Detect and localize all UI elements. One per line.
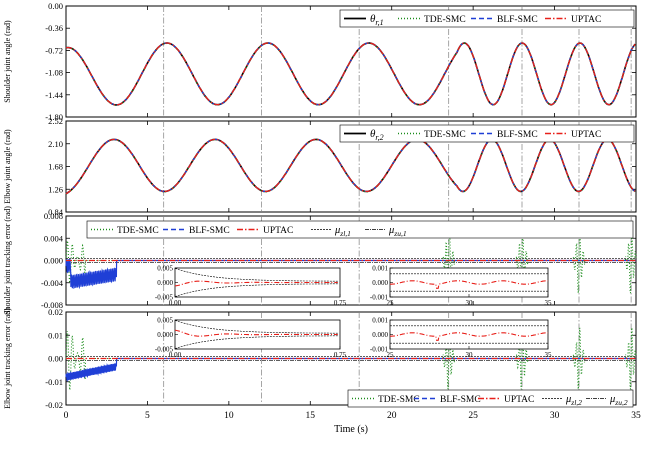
y-axis-label: Shoulder joint tracking error (rad) — [3, 206, 12, 315]
legend-label: UPTAC — [571, 130, 601, 140]
inset-x-tick-label: 35 — [545, 351, 553, 359]
legend-label: μzl,2 — [565, 394, 582, 407]
inset-y-tick-label: -0.005 — [155, 346, 174, 354]
y-tick-label: 2.10 — [48, 139, 63, 149]
legend-label: UPTAC — [504, 395, 534, 405]
inset-y-tick-label: 0.000 — [372, 279, 388, 287]
legend-label: BLF-SMC — [497, 15, 538, 25]
y-tick-label: -0.004 — [41, 278, 64, 288]
legend-label: TDE-SMC — [424, 130, 466, 140]
legend-shoulder-angle: θr,1 TDE-SMC BLF-SMC UPTAC — [339, 9, 635, 28]
legend-elbow-error: TDE-SMC BLF-SMC UPTAC μzl,2 μzu,2 — [347, 389, 634, 408]
x-tick-label: 0 — [64, 411, 69, 421]
y-tick-label: 0.008 — [44, 211, 63, 221]
inset-y-tick-label: -0.001 — [370, 294, 389, 302]
y-tick-label: -0.72 — [45, 45, 63, 55]
inset-y-tick-label: -0.005 — [155, 294, 174, 302]
inset-uptac-line — [390, 280, 548, 289]
inset-mu-upper — [174, 268, 338, 282]
inset-y-tick-label: 0.000 — [157, 331, 173, 339]
legend-frame — [86, 220, 634, 239]
inset-y-tick-label: 0.001 — [372, 265, 388, 273]
y-tick-label: 0.02 — [48, 307, 63, 317]
uptac-line — [65, 42, 636, 106]
legend-label: BLF-SMC — [440, 395, 481, 405]
inset-mu-lower — [174, 283, 338, 297]
inset-x-tick-label: 0.75 — [334, 299, 347, 307]
x-axis-label: Time (s) — [334, 424, 368, 435]
uptac-line — [65, 138, 636, 195]
legend-label: θr,2 — [370, 128, 384, 142]
y-tick-label: 0.00 — [48, 1, 63, 11]
inset-x-tick-label: 0.00 — [169, 299, 182, 307]
y-tick-label: 2.52 — [48, 116, 63, 126]
y-tick-label: 0.84 — [48, 207, 64, 217]
x-tick-label: 30 — [550, 411, 560, 421]
inset-uptac-line — [174, 329, 338, 337]
inset-y-tick-label: 0.005 — [157, 317, 173, 325]
y-tick-label: -0.02 — [45, 400, 63, 410]
y-tick-label: -1.44 — [45, 90, 63, 100]
legend-label: μzu,2 — [609, 394, 628, 407]
inset-x-tick-label: 25 — [387, 351, 395, 359]
y-tick-label: -1.80 — [45, 112, 63, 122]
y-axis-label: Shoulder joint angle (rad) — [3, 20, 12, 103]
inset-y-tick-label: 0.005 — [157, 265, 173, 273]
y-tick-label: -0.008 — [41, 300, 63, 310]
y-axis-label: Elbow joint tracking error (rad) — [3, 308, 12, 409]
x-tick-label: 20 — [387, 411, 397, 421]
y-tick-label: -0.36 — [45, 23, 63, 33]
inset-x-tick-label: 0.00 — [169, 351, 182, 359]
legend-label: μzu,1 — [388, 225, 407, 238]
inset-x-tick-label: 30 — [466, 299, 474, 307]
y-tick-label: -1.08 — [45, 68, 63, 78]
x-tick-label: 5 — [145, 411, 150, 421]
x-tick-label: 10 — [224, 411, 234, 421]
inset-uptac-line — [174, 280, 338, 287]
legend-label: μzl,1 — [334, 225, 351, 238]
x-tick-label: 25 — [468, 411, 478, 421]
legend-label: TDE-SMC — [424, 15, 466, 25]
legend-shoulder-error: TDE-SMC BLF-SMC UPTAC μzl,1 μzu,1 — [86, 220, 634, 239]
y-tick-label: 0.000 — [44, 256, 63, 266]
inset-y-tick-label: 0.000 — [157, 279, 173, 287]
y-tick-label: 1.68 — [48, 162, 63, 172]
inset-mu-lower — [174, 335, 338, 349]
inset-uptac-line — [390, 332, 548, 341]
y-tick-label: 1.26 — [48, 184, 63, 194]
panel-shoulder-error: 0.008 0.004 0.000 -0.004 -0.008 Shoulder join… — [3, 206, 637, 315]
inset-y-tick-label: -0.001 — [370, 346, 389, 354]
inset-mu-upper — [174, 320, 338, 334]
y-tick-label: 0.00 — [48, 354, 63, 364]
inset-x-tick-label: 30 — [466, 351, 474, 359]
legend-label: θr,1 — [370, 13, 384, 27]
inset-x-tick-label: 0.75 — [334, 351, 347, 359]
x-tick-label: 15 — [306, 411, 316, 421]
y-tick-label: -0.01 — [45, 377, 63, 387]
inset-x-tick-label: 25 — [387, 299, 395, 307]
panel-elbow-error: 0.02 0.01 0.00 -0.01 -0.02 Elbow joint tracki… — [3, 307, 637, 410]
inset-frame — [174, 319, 341, 350]
legend-label: BLF-SMC — [497, 130, 538, 140]
y-tick-label: 0.01 — [48, 330, 63, 340]
inset-x-tick-label: 35 — [545, 299, 553, 307]
inset-y-tick-label: 0.000 — [372, 331, 388, 339]
y-tick-label: 0.004 — [44, 233, 64, 243]
legend-label: UPTAC — [263, 226, 293, 236]
legend-elbow-angle: θr,2 TDE-SMC BLF-SMC UPTAC — [339, 124, 635, 143]
legend-label: TDE-SMC — [117, 226, 159, 236]
legend-label: UPTAC — [571, 15, 601, 25]
legend-label: BLF-SMC — [189, 226, 230, 236]
legend-label: TDE-SMC — [378, 395, 420, 405]
y-axis-label: Elbow joint angle (rad) — [3, 129, 12, 204]
x-tick-label: 35 — [631, 411, 641, 421]
inset-y-tick-label: 0.001 — [372, 317, 388, 325]
